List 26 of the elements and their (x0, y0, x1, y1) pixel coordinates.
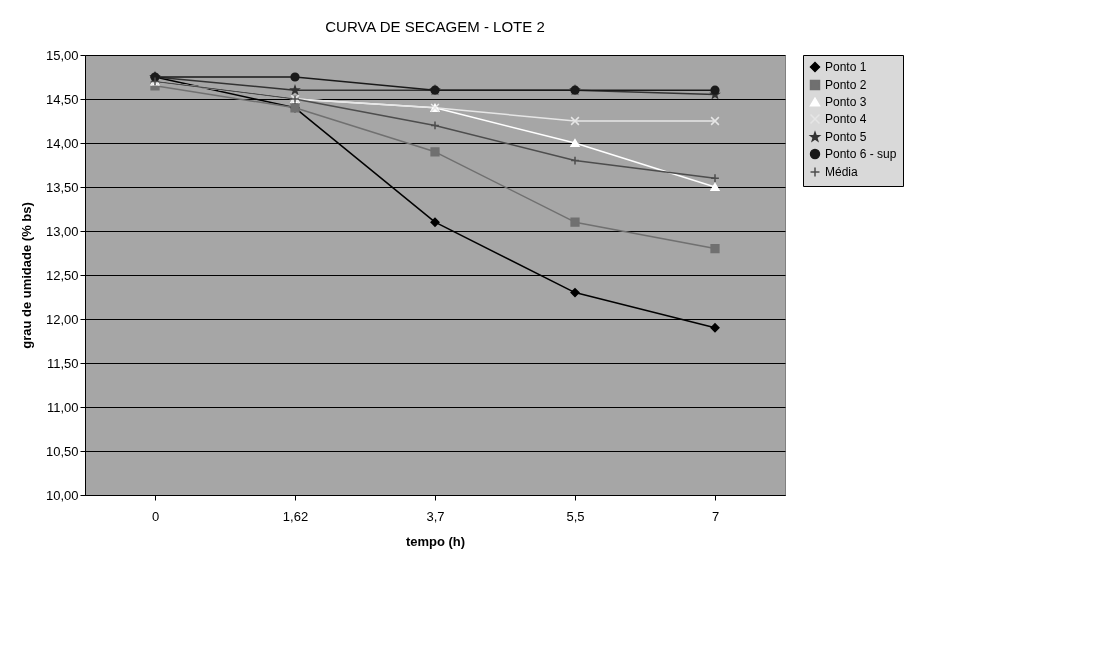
y-tick-label: 13,50 (45, 179, 79, 195)
x-axis-title: tempo (h) (405, 533, 466, 549)
x-tick-label: 1,62 (282, 508, 309, 524)
chart-title: CURVA DE SECAGEM - LOTE 2 (325, 18, 545, 35)
y-tick-label: 13,00 (45, 223, 79, 239)
legend-label: Ponto 6 - sup (825, 147, 897, 161)
x-tick-label: 3,7 (426, 508, 445, 524)
legend-label: Ponto 2 (825, 78, 867, 92)
y-axis-title: grau de umidade (% bs) (18, 202, 34, 349)
y-tick-label: 11,00 (46, 399, 79, 415)
y-tick-label: 10,00 (45, 487, 79, 503)
y-tick-label: 14,00 (45, 135, 79, 151)
x-tick-label: 0 (151, 508, 160, 524)
legend-label: Ponto 5 (825, 130, 867, 144)
legend-label: Ponto 1 (825, 60, 867, 74)
y-tick-label: 11,50 (46, 355, 79, 371)
x-tick-label: 5,5 (566, 508, 585, 524)
y-tick-label: 14,50 (45, 91, 79, 107)
legend-label: Ponto 4 (825, 112, 867, 126)
legend-label: Ponto 3 (825, 95, 867, 109)
y-tick-label: 12,50 (45, 267, 79, 283)
y-tick-label: 12,00 (45, 311, 79, 327)
x-tick-label: 7 (711, 508, 720, 524)
y-tick-label: 15,00 (45, 47, 79, 63)
y-tick-label: 10,50 (45, 443, 79, 459)
legend-label: Média (825, 165, 859, 179)
